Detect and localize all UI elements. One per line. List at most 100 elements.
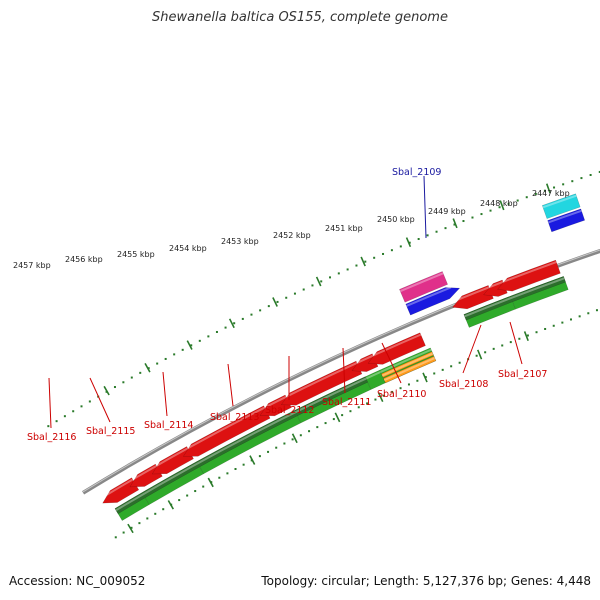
- ruler-outer-dot: [311, 284, 314, 287]
- cds-dark-green-right-shine: [464, 277, 565, 318]
- gene-label: Sbal_2110: [377, 389, 426, 400]
- ruler-outer-dot: [285, 296, 288, 299]
- cds-orange-lower-shine: [383, 357, 436, 382]
- topology-text: Topology: circular; Length: 5,127,376 bp…: [261, 574, 591, 588]
- ruler-major-tick: [334, 412, 341, 423]
- ruler-outer-dot: [276, 300, 279, 303]
- ruler-inner-dot: [501, 344, 504, 347]
- ruler-major-tick: [360, 256, 366, 267]
- ruler-outer-dot: [173, 353, 176, 356]
- ruler-inner-dot: [242, 463, 245, 466]
- ruler-outer-dot: [355, 264, 358, 267]
- gene-label: Sbal_2116: [27, 432, 76, 443]
- ruler-inner-dot: [332, 418, 335, 421]
- kbp-label: 2450 kbp: [377, 215, 415, 224]
- ruler-outer-dot: [329, 276, 332, 279]
- ruler-major-tick: [127, 523, 134, 534]
- ruler-inner-dot: [267, 450, 270, 453]
- feature-blue-shine: [406, 286, 452, 307]
- gene-red-left: [351, 353, 379, 372]
- ruler-inner-dot: [458, 361, 461, 364]
- ruler-outer-dot: [267, 305, 270, 308]
- ruler-inner-dot: [186, 494, 189, 497]
- gene-red-left: [259, 394, 292, 417]
- ruler-outer-dot: [80, 405, 83, 408]
- feature-cyan: [541, 193, 581, 219]
- ruler-outer-dot: [164, 357, 167, 360]
- ruler-major-tick: [405, 237, 412, 248]
- cds-dark-green: [114, 376, 369, 515]
- ruler-major-tick: [523, 331, 529, 342]
- cds-dark-green-right: [463, 276, 566, 321]
- ruler-major-tick: [422, 372, 428, 383]
- ruler-major-tick: [144, 362, 151, 373]
- ruler-inner-dot: [424, 376, 427, 379]
- gene-red-left-shine: [106, 478, 134, 496]
- feature-blue: [405, 287, 461, 316]
- ruler-major-tick: [477, 349, 483, 360]
- ruler-outer-dot: [122, 381, 125, 384]
- ruler-inner-dot: [450, 365, 453, 368]
- feature-blue-right: [547, 208, 586, 233]
- ruler-outer-dot: [259, 309, 262, 312]
- feature-blue-right-shine: [547, 209, 582, 224]
- gene-label: Sbal_2113: [210, 412, 259, 423]
- kbp-label: 2457 kbp: [13, 261, 51, 270]
- ruler-inner-dot: [234, 468, 237, 471]
- cds-dark-green-shine: [115, 377, 367, 512]
- ruler-inner-dot: [441, 368, 444, 371]
- ruler-outer-dot: [293, 292, 296, 295]
- ruler-inner-dot: [349, 410, 352, 413]
- cds-orange-lower: [383, 355, 437, 384]
- ruler-outer-dot: [498, 206, 501, 209]
- ruler-outer-dot: [453, 223, 456, 226]
- gene-red-left-shine: [372, 333, 422, 357]
- ruler-outer-dot: [250, 313, 253, 316]
- gene-label: Sbal_2112: [265, 405, 314, 416]
- ruler-inner-dot: [475, 354, 478, 357]
- ruler-outer-dot: [190, 344, 193, 347]
- cds-green-shine: [380, 348, 432, 373]
- ruler-inner-dot: [544, 327, 547, 330]
- ruler-inner-dot: [366, 402, 369, 405]
- gene-red-right: [497, 259, 561, 292]
- ruler-outer-dot: [462, 220, 465, 223]
- ruler-outer-dot: [571, 180, 574, 183]
- ruler-inner-dot: [433, 372, 436, 375]
- ruler-major-tick: [272, 297, 278, 307]
- ruler-outer-dot: [233, 322, 236, 325]
- gene-red-right: [483, 279, 508, 297]
- ruler-major-tick: [499, 200, 505, 211]
- gene-leader-line: [462, 324, 482, 374]
- gene-red-left: [367, 332, 426, 365]
- ruler-outer-dot: [525, 196, 528, 199]
- ruler-major-tick: [207, 477, 214, 488]
- gene-red-left-shine: [285, 362, 358, 398]
- cds-green: [364, 369, 386, 390]
- gene-red-left: [182, 405, 271, 457]
- gene-label: Sbal_2111: [322, 397, 371, 408]
- ruler-major-tick: [167, 500, 175, 510]
- ruler-major-tick: [249, 455, 256, 465]
- gene-label: Sbal_2115: [86, 426, 135, 437]
- ruler-outer-dot: [88, 400, 91, 403]
- ruler-inner-dot: [146, 517, 149, 520]
- ruler-major-tick: [103, 385, 110, 396]
- ruler-inner-dot: [518, 337, 521, 340]
- kbp-label: 2455 kbp: [117, 250, 155, 259]
- ruler-outer-dot: [63, 415, 66, 418]
- kbp-label: 2456 kbp: [65, 255, 103, 264]
- gene-leader-line: [162, 371, 168, 417]
- gene-red-left: [151, 446, 194, 475]
- ruler-outer-dot: [139, 371, 142, 374]
- gene-label: Sbal_2114: [144, 420, 193, 431]
- ruler-inner-dot: [484, 351, 487, 354]
- ruler-outer-dot: [408, 241, 411, 244]
- ruler-inner-dot: [391, 390, 394, 393]
- gene-leader-line: [423, 175, 427, 239]
- ruler-inner-dot: [374, 398, 377, 401]
- ruler-inner-dot: [308, 430, 311, 433]
- ruler-inner-dot: [226, 472, 229, 475]
- ruler-outer-dot: [471, 216, 474, 219]
